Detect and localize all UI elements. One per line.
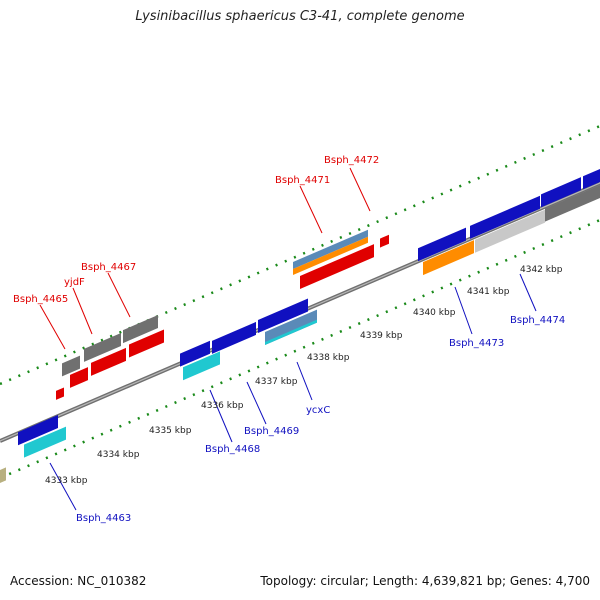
kbp-label-4333: 4333 kbp: [45, 476, 88, 486]
gene-bsph-4471[interactable]: [293, 229, 368, 269]
kbp-label-4342: 4342 kbp: [520, 265, 563, 275]
gene-ycxc[interactable]: [265, 309, 317, 346]
label-bsph-4471[interactable]: Bsph_4471: [275, 175, 330, 186]
label-bsph-4472[interactable]: Bsph_4472: [324, 155, 379, 166]
gene-bsph-4472[interactable]: [293, 236, 368, 275]
kbp-label-4337: 4337 kbp: [255, 377, 298, 387]
label-ycxc[interactable]: ycxC: [306, 405, 330, 416]
label-bsph-4469[interactable]: Bsph_4469: [244, 426, 299, 437]
kbp-label-4339: 4339 kbp: [360, 331, 403, 341]
genome-title: Lysinibacillus sphaericus C3-41, complet…: [135, 9, 465, 24]
gene-bsph-4465[interactable]: [62, 355, 80, 377]
gene-blue-g[interactable]: [583, 168, 600, 190]
gene-bsph-4473[interactable]: [423, 240, 474, 276]
kbp-label-4334: 4334 kbp: [97, 450, 140, 460]
gene-blue-b[interactable]: [180, 340, 210, 367]
kbp-label-4336: 4336 kbp: [201, 401, 244, 411]
gene-bsph-4474[interactable]: [475, 209, 545, 253]
label-bsph-4467[interactable]: Bsph_4467: [81, 262, 136, 273]
gene-bsph-4467[interactable]: [123, 315, 158, 344]
label-bsph-4474[interactable]: Bsph_4474: [510, 315, 565, 326]
label-bsph-4463[interactable]: Bsph_4463: [76, 513, 131, 524]
gene-blue-f[interactable]: [541, 177, 581, 208]
gene-red-large[interactable]: [300, 244, 374, 289]
gene-grey-right[interactable]: [545, 184, 600, 222]
forward-tick-track: [0, 124, 600, 386]
gene-red-2[interactable]: [91, 347, 126, 376]
label-leaders: [39, 167, 537, 511]
kbp-label-4335: 4335 kbp: [149, 426, 192, 436]
kbp-label-4338: 4338 kbp: [307, 353, 350, 363]
gene-bsph-4463[interactable]: [24, 426, 66, 458]
label-bsph-4468[interactable]: Bsph_4468: [205, 444, 260, 455]
gene-bsph-4469[interactable]: [212, 321, 256, 354]
gene-red-small[interactable]: [56, 387, 64, 400]
gene-blue-e[interactable]: [470, 195, 540, 239]
kbp-label-4340: 4340 kbp: [413, 308, 456, 318]
kbp-label-4341: 4341 kbp: [467, 287, 510, 297]
genome-summary-text: Topology: circular; Length: 4,639,821 bp…: [260, 574, 590, 588]
label-bsph-4473[interactable]: Bsph_4473: [449, 338, 504, 349]
gene-cyan-strip[interactable]: [265, 319, 317, 346]
gene-blue-c[interactable]: [258, 298, 308, 334]
gene-blue-a[interactable]: [18, 415, 58, 446]
gene-red-tiny[interactable]: [380, 234, 389, 248]
label-yjdf[interactable]: yjdF: [64, 277, 85, 288]
accession-text: Accession: NC_010382: [10, 574, 147, 588]
gene-red-1[interactable]: [70, 367, 88, 388]
gene-olive[interactable]: [0, 467, 6, 483]
label-bsph-4465[interactable]: Bsph_4465: [13, 294, 68, 305]
gene-yjdf[interactable]: [84, 332, 121, 362]
gene-red-3[interactable]: [129, 329, 164, 358]
gene-blue-d[interactable]: [418, 227, 466, 262]
gene-bsph-4468[interactable]: [183, 351, 220, 381]
gene-track: [0, 168, 600, 483]
